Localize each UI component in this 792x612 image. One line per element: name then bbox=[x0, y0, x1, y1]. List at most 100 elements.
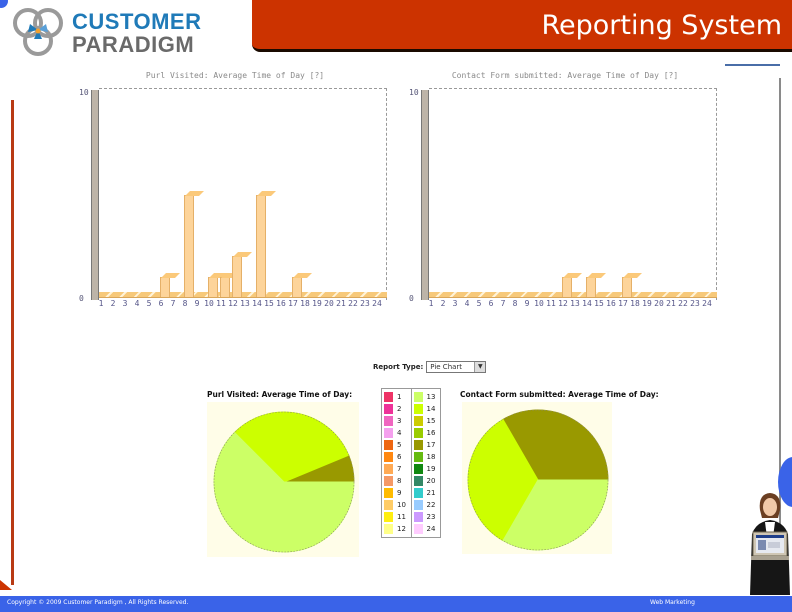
logo-text-paradigm: PARADIGM bbox=[72, 31, 195, 57]
legend-label: 9 bbox=[397, 489, 402, 497]
legend-label: 22 bbox=[426, 501, 436, 509]
chart-floor bbox=[99, 292, 387, 298]
chevron-down-icon[interactable]: ▼ bbox=[474, 362, 486, 372]
legend-item: 18 bbox=[413, 451, 439, 463]
x-axis-labels: 1 2 3 4 5 6 7 8 9 10 11 12 13 14 15 16 17 18 19 20 21 22 23 24 bbox=[95, 299, 395, 311]
x-tick-label: 16 bbox=[276, 299, 286, 308]
x-tick-label: 23 bbox=[360, 299, 370, 308]
x-tick-label: 9 bbox=[194, 299, 200, 308]
plot-area bbox=[99, 88, 387, 300]
page-title: Reporting System bbox=[541, 10, 782, 41]
left-border-line bbox=[11, 100, 14, 585]
header-bar: Reporting System bbox=[252, 0, 792, 52]
y-axis-wall bbox=[91, 90, 99, 300]
legend-item: 2 bbox=[384, 403, 409, 415]
x-tick-label: 4 bbox=[134, 299, 140, 308]
legend-swatch bbox=[413, 524, 423, 534]
legend-swatch bbox=[413, 392, 423, 402]
x-tick-label: 8 bbox=[512, 299, 518, 308]
report-type-select[interactable]: Pie Chart ▼ bbox=[426, 361, 487, 373]
chart-title: Purl Visited: Average Time of Day [?] bbox=[145, 71, 325, 80]
right-border-line bbox=[779, 78, 781, 538]
x-tick-label: 21 bbox=[336, 299, 346, 308]
legend-label: 5 bbox=[397, 441, 402, 449]
x-tick-label: 14 bbox=[582, 299, 592, 308]
bar-hour-10 bbox=[208, 276, 218, 297]
legend-item: 24 bbox=[413, 523, 439, 535]
x-tick-label: 1 bbox=[98, 299, 104, 308]
x-tick-label: 12 bbox=[558, 299, 568, 308]
legend-item: 4 bbox=[384, 427, 409, 439]
bar-chart-contact-form: Contact Form submitted: Average Time of … bbox=[405, 68, 725, 318]
pie-svg bbox=[467, 409, 609, 551]
legend-swatch bbox=[413, 404, 423, 414]
legend-swatch bbox=[413, 428, 423, 438]
legend-swatch bbox=[384, 476, 393, 486]
legend-swatch bbox=[413, 512, 423, 522]
x-tick-label: 15 bbox=[264, 299, 274, 308]
legend-label: 8 bbox=[397, 477, 402, 485]
report-type-label: Report Type: bbox=[373, 363, 424, 371]
hour-color-legend: 1 2 3 4 5 6 7 8 9 10 11 12 13 14 15 16 17 18 19 20 21 22 23 24 bbox=[381, 388, 441, 538]
x-tick-label: 17 bbox=[618, 299, 628, 308]
pie-chart-purl bbox=[207, 402, 359, 557]
legend-item: 14 bbox=[413, 403, 439, 415]
x-tick-label: 11 bbox=[216, 299, 226, 308]
legend-swatch bbox=[384, 440, 393, 450]
legend-label: 17 bbox=[426, 441, 436, 449]
x-tick-label: 5 bbox=[146, 299, 152, 308]
report-type-value: Pie Chart bbox=[430, 363, 463, 371]
legend-label: 3 bbox=[397, 417, 402, 425]
right-bubble-decoration bbox=[778, 457, 792, 507]
x-tick-label: 10 bbox=[204, 299, 214, 308]
legend-label: 18 bbox=[426, 453, 436, 461]
legend-column-2: 13 14 15 16 17 18 19 20 21 22 23 24 bbox=[410, 389, 441, 537]
x-tick-label: 2 bbox=[110, 299, 116, 308]
x-tick-label: 3 bbox=[122, 299, 128, 308]
legend-item: 17 bbox=[413, 439, 439, 451]
x-tick-label: 20 bbox=[654, 299, 664, 308]
legend-swatch bbox=[413, 464, 423, 474]
corner-decoration bbox=[0, 0, 8, 8]
legend-item: 22 bbox=[413, 499, 439, 511]
legend-swatch bbox=[384, 428, 393, 438]
legend-label: 7 bbox=[397, 465, 402, 473]
x-tick-label: 7 bbox=[500, 299, 506, 308]
footer-tagline: Web Marketing bbox=[650, 599, 695, 606]
x-tick-label: 1 bbox=[428, 299, 434, 308]
x-tick-label: 23 bbox=[690, 299, 700, 308]
x-tick-label: 3 bbox=[452, 299, 458, 308]
legend-column-1: 1 2 3 4 5 6 7 8 9 10 11 12 bbox=[382, 389, 411, 537]
x-tick-label: 22 bbox=[678, 299, 688, 308]
legend-swatch bbox=[384, 392, 393, 402]
pie-title-purl: Purl Visited: Average Time of Day: bbox=[207, 390, 353, 399]
x-tick-label: 6 bbox=[488, 299, 494, 308]
x-tick-label: 24 bbox=[702, 299, 712, 308]
legend-swatch bbox=[413, 452, 423, 462]
legend-label: 12 bbox=[397, 525, 406, 533]
legend-label: 16 bbox=[426, 429, 436, 437]
legend-label: 13 bbox=[426, 393, 436, 401]
legend-swatch bbox=[384, 500, 393, 510]
bar-hour-6 bbox=[160, 276, 170, 297]
x-tick-label: 21 bbox=[666, 299, 676, 308]
left-corner-decoration bbox=[0, 580, 12, 590]
businesswoman-with-laptop-image bbox=[750, 493, 790, 595]
legend-swatch bbox=[384, 524, 393, 534]
x-tick-label: 15 bbox=[594, 299, 604, 308]
legend-item: 9 bbox=[384, 487, 409, 499]
x-tick-label: 20 bbox=[324, 299, 334, 308]
pie-chart-contact bbox=[462, 402, 612, 554]
header-underline bbox=[725, 64, 780, 66]
x-tick-label: 13 bbox=[240, 299, 250, 308]
x-tick-label: 2 bbox=[440, 299, 446, 308]
legend-label: 21 bbox=[426, 489, 436, 497]
legend-item: 19 bbox=[413, 463, 439, 475]
x-tick-label: 9 bbox=[524, 299, 530, 308]
legend-item: 7 bbox=[384, 463, 409, 475]
pie-svg bbox=[213, 411, 355, 553]
bars bbox=[429, 88, 717, 297]
legend-label: 4 bbox=[397, 429, 402, 437]
legend-item: 13 bbox=[413, 391, 439, 403]
